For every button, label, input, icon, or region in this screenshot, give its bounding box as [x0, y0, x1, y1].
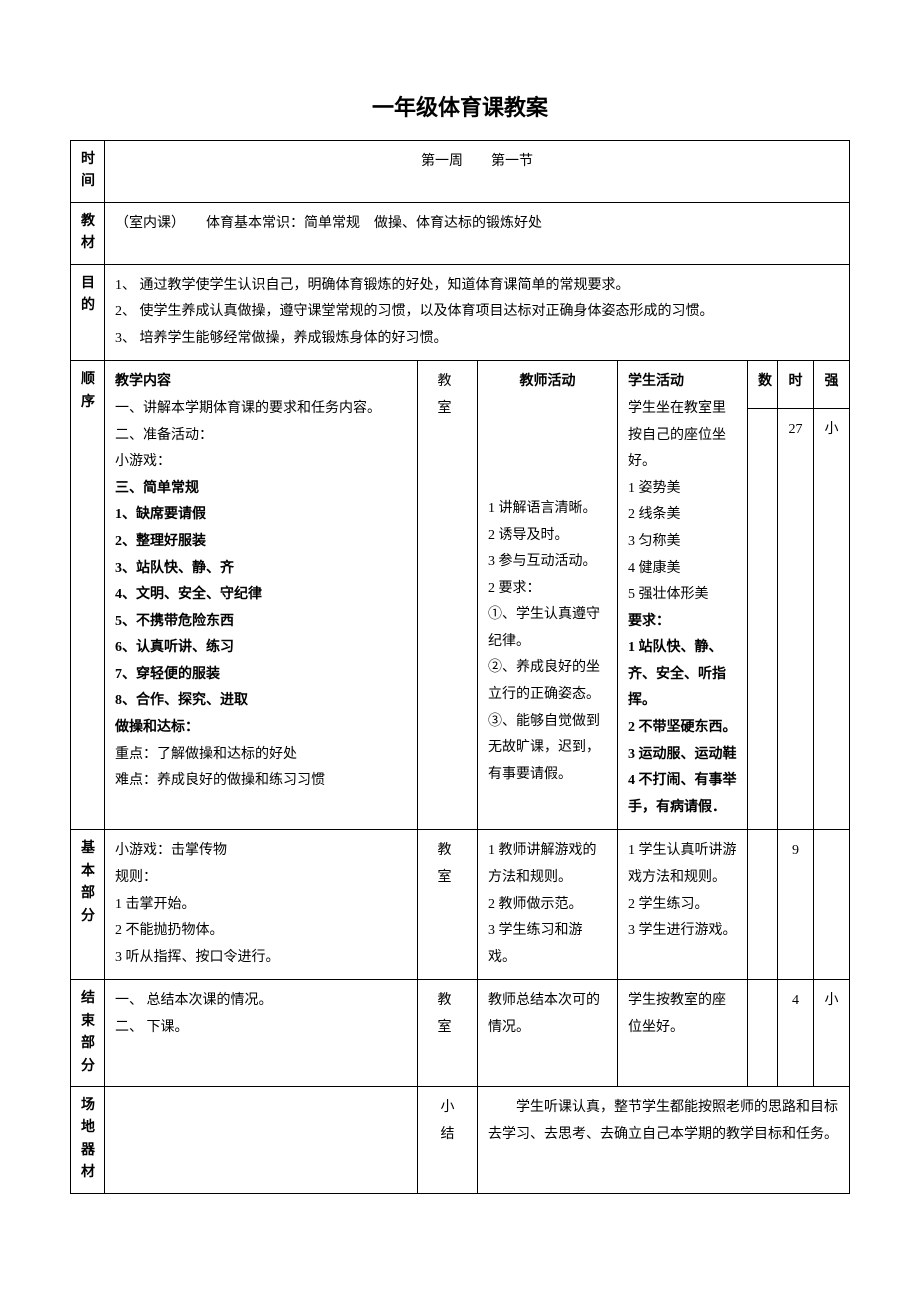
basic-time: 9: [778, 830, 814, 980]
header-count: 数: [748, 361, 778, 408]
page-title: 一年级体育课教案: [70, 90, 850, 122]
end-time: 4: [778, 980, 814, 1087]
basic-intensity: [814, 830, 850, 980]
seq-teacher: 1 讲解语言清晰。2 诱导及时。3 参与互动活动。2 要求：①、学生认真遵守纪律…: [478, 408, 618, 830]
label-venue: 场地器材: [81, 1095, 94, 1185]
end-content: 一、 总结本次课的情况。二、 下课。: [105, 980, 418, 1087]
seq-time: 27: [778, 408, 814, 830]
header-teacher: 教师活动: [478, 361, 618, 408]
row-purpose: 目的 1、 通过教学使学生认识自己，明确体育锻炼的好处，知道体育课简单的常规要求…: [71, 264, 850, 361]
basic-count: [748, 830, 778, 980]
seq-location: 教 室: [418, 361, 478, 830]
value-purpose: 1、 通过教学使学生认识自己，明确体育锻炼的好处，知道体育课简单的常规要求。2、…: [105, 264, 850, 361]
basic-teacher: 1 教师讲解游戏的方法和规则。2 教师做示范。3 学生练习和游戏。: [478, 830, 618, 980]
end-student: 学生按教室的座位坐好。: [618, 980, 748, 1087]
seq-student: 学生活动学生坐在教室里按自己的座位坐好。1 姿势美2 线条美3 匀称美4 健康美…: [618, 361, 748, 830]
basic-location: 教 室: [418, 830, 478, 980]
row-end: 结束部分 一、 总结本次课的情况。二、 下课。 教 室 教师总结本次可的情况。 …: [71, 980, 850, 1087]
end-teacher: 教师总结本次可的情况。: [478, 980, 618, 1087]
label-time: 时间: [81, 149, 94, 194]
seq-count: [748, 408, 778, 830]
header-time: 时: [778, 361, 814, 408]
header-intensity: 强: [814, 361, 850, 408]
row-seq-header: 顺序 教学内容一、讲解本学期体育课的要求和任务内容。二、准备活动：小游戏：三、简…: [71, 361, 850, 408]
label-basic: 基本部分: [81, 838, 94, 928]
row-basic: 基本部分 小游戏：击掌传物规则：1 击掌开始。2 不能抛扔物体。3 听从指挥、按…: [71, 830, 850, 980]
row-material: 教材 （室内课） 体育基本常识：简单常规 做操、体育达标的锻炼好处: [71, 202, 850, 264]
value-time: 第一周 第一节: [105, 141, 850, 203]
label-end: 结束部分: [81, 988, 94, 1078]
venue-content: [105, 1086, 418, 1193]
row-time: 时间 第一周 第一节: [71, 141, 850, 203]
label-purpose: 目的: [81, 273, 94, 318]
end-location: 教 室: [418, 980, 478, 1087]
basic-content: 小游戏：击掌传物规则：1 击掌开始。2 不能抛扔物体。3 听从指挥、按口令进行。: [105, 830, 418, 980]
value-material: （室内课） 体育基本常识：简单常规 做操、体育达标的锻炼好处: [105, 202, 850, 264]
basic-student: 1 学生认真听讲游戏方法和规则。2 学生练习。3 学生进行游戏。: [618, 830, 748, 980]
seq-intensity: 小: [814, 408, 850, 830]
label-material: 教材: [81, 211, 94, 256]
row-venue: 场地器材 小结 学生听课认真，整节学生都能按照老师的思路和目标去学习、去思考、去…: [71, 1086, 850, 1193]
label-sequence: 顺序: [81, 369, 94, 414]
seq-content: 教学内容一、讲解本学期体育课的要求和任务内容。二、准备活动：小游戏：三、简单常规…: [105, 361, 418, 830]
end-count: [748, 980, 778, 1087]
end-intensity: 小: [814, 980, 850, 1087]
lesson-plan-table: 时间 第一周 第一节 教材 （室内课） 体育基本常识：简单常规 做操、体育达标的…: [70, 140, 850, 1194]
summary-text: 学生听课认真，整节学生都能按照老师的思路和目标去学习、去思考、去确立自己本学期的…: [478, 1086, 850, 1193]
summary-label: 小结: [418, 1086, 478, 1193]
